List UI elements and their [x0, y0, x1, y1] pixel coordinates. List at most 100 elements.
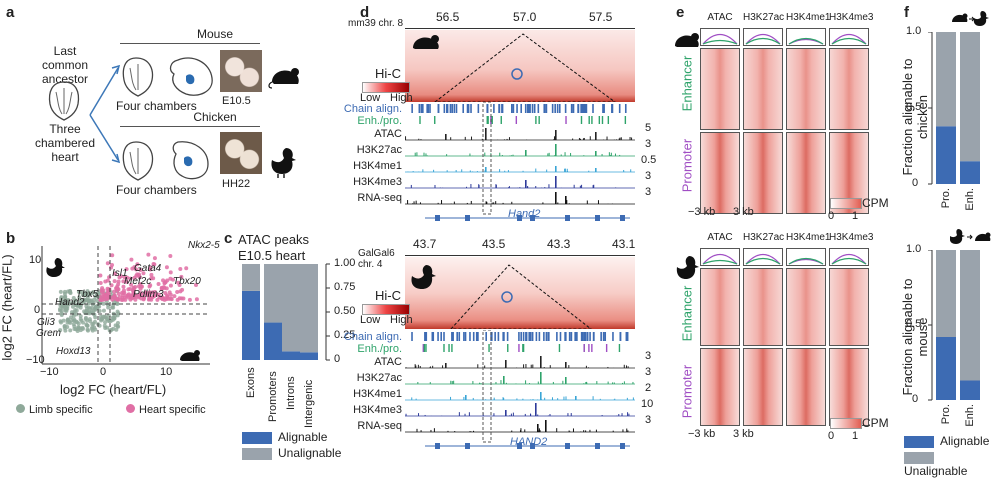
- track-noise: [412, 203, 413, 204]
- track-noise: [588, 171, 589, 172]
- exon-block: [565, 443, 570, 449]
- track-noise: [546, 170, 547, 172]
- d-bottom-coord: GalGal6 chr. 4: [358, 248, 395, 270]
- heart-point: [165, 279, 169, 283]
- track-noise: [615, 154, 616, 156]
- track-noise: [418, 413, 419, 416]
- panel-c-label: c: [224, 230, 232, 247]
- enh-pro-mark: [488, 344, 489, 352]
- track-noise: [574, 185, 575, 188]
- chain-block: [437, 332, 439, 341]
- c-category-label: Introns: [285, 376, 297, 410]
- chain-block: [532, 104, 534, 113]
- bar-unalignable: [264, 264, 282, 323]
- enh-pro-mark: [425, 344, 426, 352]
- track-noise: [504, 171, 505, 172]
- limb-point: [65, 325, 69, 329]
- track-noise: [626, 429, 627, 432]
- chain-block: [513, 104, 515, 113]
- heart-point: [153, 256, 157, 260]
- e-column-header: H3K27ac: [743, 12, 783, 23]
- e-bottom-cpm-max: 1: [852, 430, 858, 442]
- d-top-track-h3k4me1: H3K4me1: [340, 160, 402, 172]
- chain-block: [583, 332, 585, 341]
- e-column-header: H3K27ac: [743, 232, 783, 243]
- limb-point: [68, 321, 72, 325]
- gene-label: Nkx2-5: [188, 240, 220, 251]
- track-noise: [621, 137, 622, 140]
- limb-point: [72, 322, 76, 326]
- track-noise: [553, 382, 554, 384]
- track-noise: [602, 154, 603, 156]
- enh-pro-mark: [565, 116, 566, 124]
- track-noise: [607, 367, 608, 368]
- track-noise: [434, 185, 435, 188]
- d-bottom-scale: 3: [645, 350, 651, 362]
- track-noise: [548, 415, 549, 416]
- e-profile-box: [786, 248, 826, 266]
- track-noise: [454, 202, 455, 204]
- chicken-icon: [268, 144, 298, 178]
- chain-block: [619, 104, 621, 113]
- d-bottom-scale: 2: [645, 382, 651, 394]
- c-category-label: Exons: [245, 367, 257, 398]
- e-profile-curve: [787, 29, 825, 45]
- track-noise: [571, 413, 572, 416]
- track-noise: [446, 154, 447, 156]
- chicken-title: Chicken: [170, 110, 260, 124]
- track-noise: [511, 431, 512, 432]
- track-noise: [530, 399, 531, 400]
- e-promoter-heatmap: [743, 132, 783, 214]
- track-noise: [430, 382, 431, 384]
- mouse-embryo-photo: [220, 50, 262, 92]
- chain-block: [456, 104, 458, 113]
- chain-block: [422, 104, 424, 113]
- track-noise: [465, 414, 466, 416]
- chain-block: [546, 332, 548, 341]
- chain-block: [546, 104, 548, 113]
- f-category-label: Pro.: [940, 404, 952, 424]
- track-noise: [583, 430, 584, 432]
- track-noise: [580, 139, 581, 140]
- track-noise: [425, 415, 426, 416]
- mouse-stage-label: E10.5: [222, 95, 251, 107]
- track-noise: [627, 412, 628, 416]
- chain-block: [530, 332, 532, 341]
- e-bottom-cpm-bar: [830, 418, 862, 429]
- bar-alignable: [936, 337, 956, 400]
- d-top-scale: 3: [645, 186, 651, 198]
- f-bottom-ylabel: Fraction alignable to mouse: [900, 272, 930, 402]
- track-noise: [406, 414, 407, 416]
- track-noise: [511, 414, 512, 416]
- track-noise: [509, 415, 510, 416]
- enh-pro-mark: [443, 344, 444, 352]
- heart-point: [115, 286, 119, 290]
- exon-block: [620, 215, 625, 221]
- chain-block: [516, 104, 518, 113]
- track-noise: [466, 187, 467, 188]
- e-top-cpm-bar: [830, 198, 862, 209]
- track-noise: [535, 186, 536, 188]
- track-noise: [469, 431, 470, 432]
- f-category-label: Enh.: [964, 404, 976, 427]
- track-noise: [596, 381, 597, 384]
- chain-block: [586, 104, 588, 113]
- bar-unalignable: [936, 250, 956, 337]
- exon-block: [620, 443, 625, 449]
- track-noise: [529, 383, 530, 384]
- bar-alignable: [264, 323, 282, 360]
- e-profile-curve: [830, 249, 868, 265]
- track-noise: [505, 367, 506, 368]
- chain-block: [589, 332, 591, 341]
- track-noise: [493, 202, 494, 204]
- heart-point: [146, 253, 150, 257]
- e-promoter-heatmap: [786, 132, 826, 214]
- track-noise: [633, 397, 634, 400]
- e-top-axis-left: −3 kb: [688, 206, 715, 218]
- track-noise: [586, 383, 587, 384]
- track-noise: [494, 398, 495, 400]
- enh-pro-mark: [501, 116, 502, 124]
- heart-point: [184, 266, 188, 270]
- chain-block: [438, 104, 440, 113]
- track-noise: [499, 169, 500, 172]
